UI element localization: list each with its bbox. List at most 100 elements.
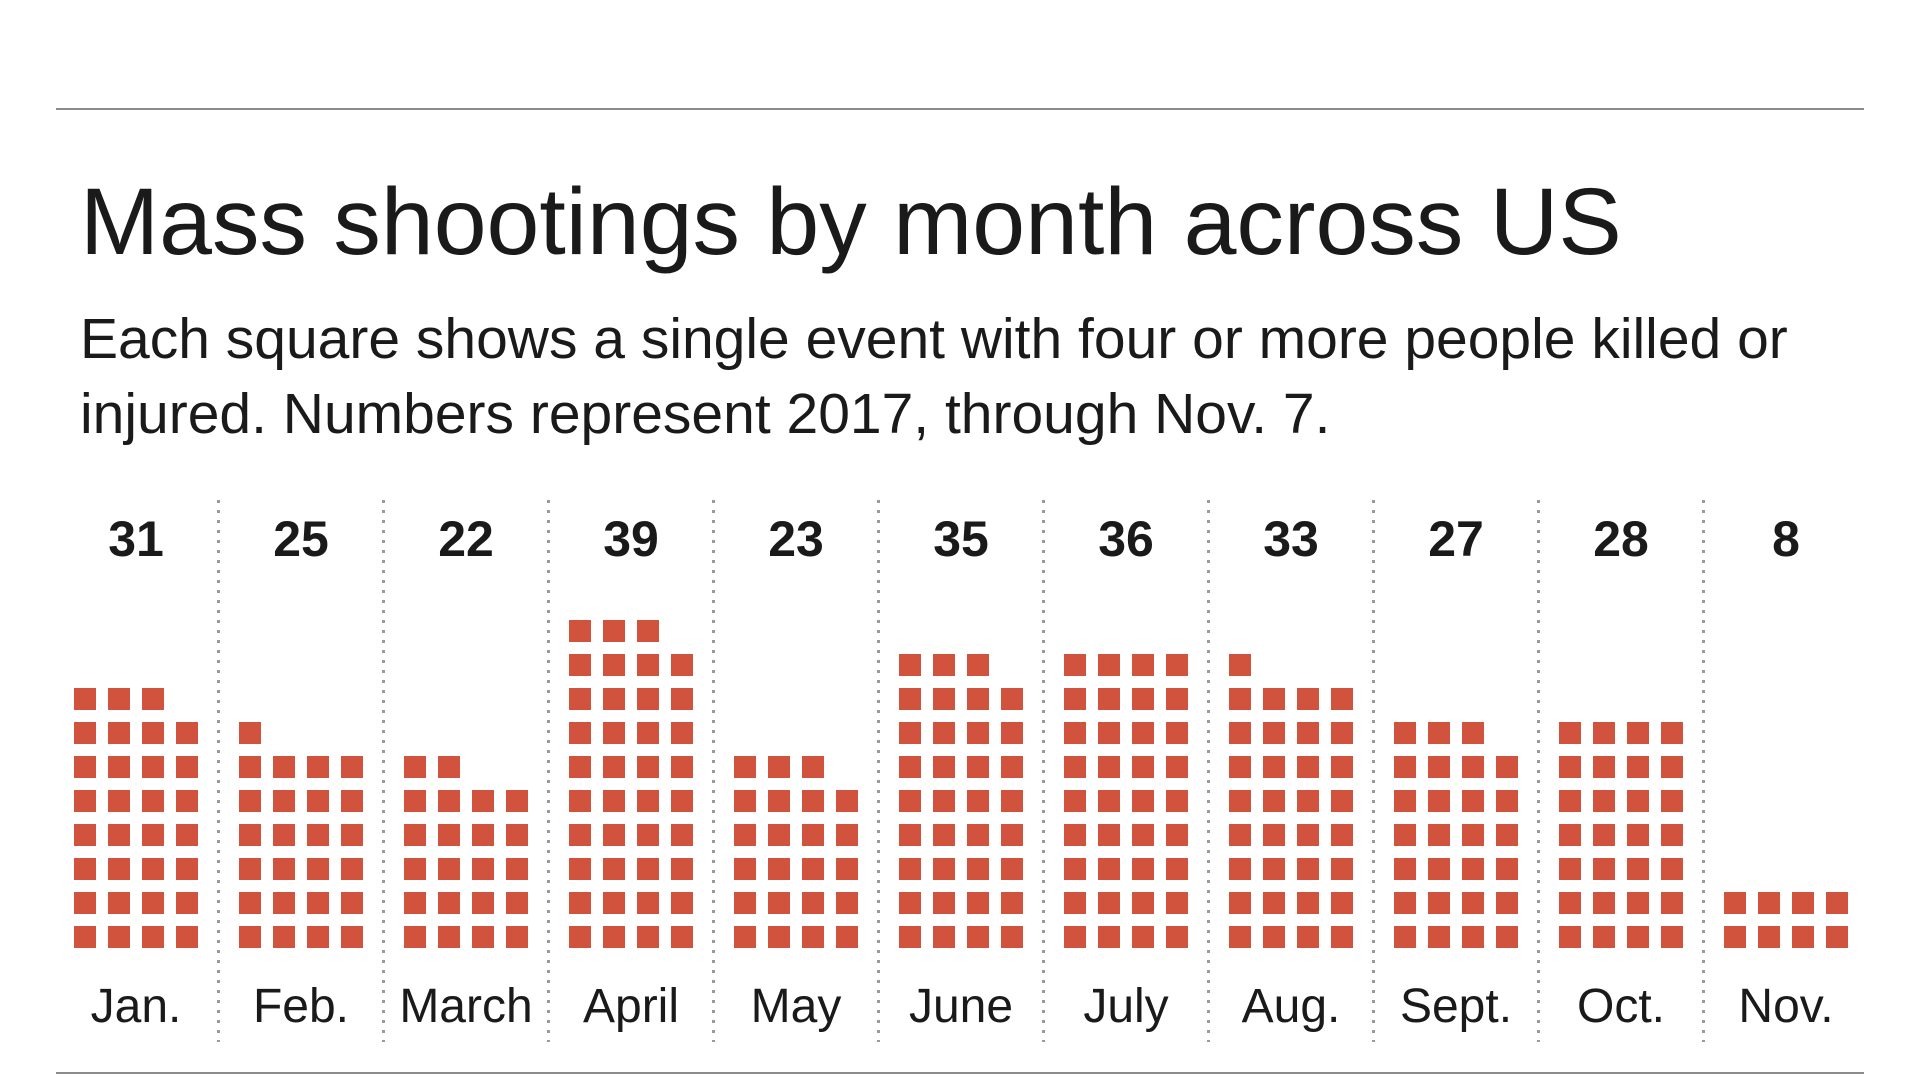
- event-square: [1064, 654, 1086, 676]
- event-square: [1098, 654, 1120, 676]
- event-square: [1263, 722, 1285, 744]
- event-square: [142, 790, 164, 812]
- event-square: [438, 756, 460, 778]
- event-square: [506, 892, 528, 914]
- event-square: [74, 756, 96, 778]
- event-square: [899, 654, 921, 676]
- event-square: [671, 756, 693, 778]
- event-square: [1331, 722, 1353, 744]
- event-square: [1394, 790, 1416, 812]
- count-label: 22: [438, 511, 494, 567]
- event-square: [1098, 756, 1120, 778]
- event-square: [1297, 722, 1319, 744]
- event-square: [176, 722, 198, 744]
- event-square: [1593, 722, 1615, 744]
- event-square: [341, 824, 363, 846]
- event-square: [802, 790, 824, 812]
- event-square: [1331, 858, 1353, 880]
- event-square: [836, 926, 858, 948]
- event-square: [899, 858, 921, 880]
- event-square: [802, 858, 824, 880]
- event-square: [899, 722, 921, 744]
- event-square: [933, 824, 955, 846]
- event-square: [1627, 926, 1649, 948]
- event-square: [108, 824, 130, 846]
- month-label: Sept.: [1400, 980, 1512, 1033]
- event-square: [1132, 892, 1154, 914]
- event-square: [472, 926, 494, 948]
- event-square: [74, 926, 96, 948]
- event-square: [637, 790, 659, 812]
- event-square: [1064, 688, 1086, 710]
- event-square: [74, 722, 96, 744]
- event-square: [1297, 858, 1319, 880]
- event-square: [637, 858, 659, 880]
- event-square: [108, 756, 130, 778]
- event-square: [404, 892, 426, 914]
- event-square: [108, 858, 130, 880]
- event-square: [1661, 722, 1683, 744]
- event-square: [768, 926, 790, 948]
- event-square: [1462, 858, 1484, 880]
- event-square: [1758, 892, 1780, 914]
- event-square: [1166, 892, 1188, 914]
- event-square: [1297, 892, 1319, 914]
- event-square: [506, 926, 528, 948]
- event-square: [569, 756, 591, 778]
- event-square: [1098, 858, 1120, 880]
- event-square: [438, 858, 460, 880]
- event-square: [239, 926, 261, 948]
- event-square: [603, 620, 625, 642]
- event-square: [1229, 722, 1251, 744]
- event-square: [1331, 892, 1353, 914]
- event-square: [1627, 824, 1649, 846]
- event-square: [1559, 824, 1581, 846]
- event-square: [1297, 824, 1319, 846]
- event-square: [108, 688, 130, 710]
- event-square: [1098, 688, 1120, 710]
- event-square: [1297, 688, 1319, 710]
- event-square: [569, 654, 591, 676]
- event-square: [1627, 756, 1649, 778]
- month-label: Jan.: [91, 980, 182, 1033]
- event-square: [1064, 722, 1086, 744]
- event-square: [142, 688, 164, 710]
- event-square: [768, 858, 790, 880]
- event-square: [438, 824, 460, 846]
- event-square: [472, 824, 494, 846]
- event-square: [404, 756, 426, 778]
- event-square: [967, 892, 989, 914]
- event-square: [1098, 790, 1120, 812]
- event-square: [637, 892, 659, 914]
- event-square: [438, 926, 460, 948]
- count-label: 35: [933, 511, 989, 567]
- event-square: [1132, 688, 1154, 710]
- event-square: [569, 722, 591, 744]
- event-square: [1166, 926, 1188, 948]
- event-square: [1428, 858, 1450, 880]
- event-square: [307, 926, 329, 948]
- event-square: [1132, 790, 1154, 812]
- event-square: [1462, 790, 1484, 812]
- event-square: [1496, 926, 1518, 948]
- event-square: [1098, 892, 1120, 914]
- event-square: [603, 756, 625, 778]
- event-square: [239, 892, 261, 914]
- event-square: [1661, 892, 1683, 914]
- event-square: [176, 756, 198, 778]
- event-square: [671, 790, 693, 812]
- event-square: [1263, 756, 1285, 778]
- event-square: [1001, 688, 1023, 710]
- event-square: [239, 858, 261, 880]
- event-square: [967, 790, 989, 812]
- event-square: [1559, 790, 1581, 812]
- event-square: [142, 722, 164, 744]
- event-square: [1132, 824, 1154, 846]
- event-square: [1001, 756, 1023, 778]
- event-square: [734, 790, 756, 812]
- event-square: [734, 858, 756, 880]
- event-square: [1661, 926, 1683, 948]
- month-label: May: [751, 980, 842, 1033]
- event-square: [1331, 926, 1353, 948]
- event-square: [933, 926, 955, 948]
